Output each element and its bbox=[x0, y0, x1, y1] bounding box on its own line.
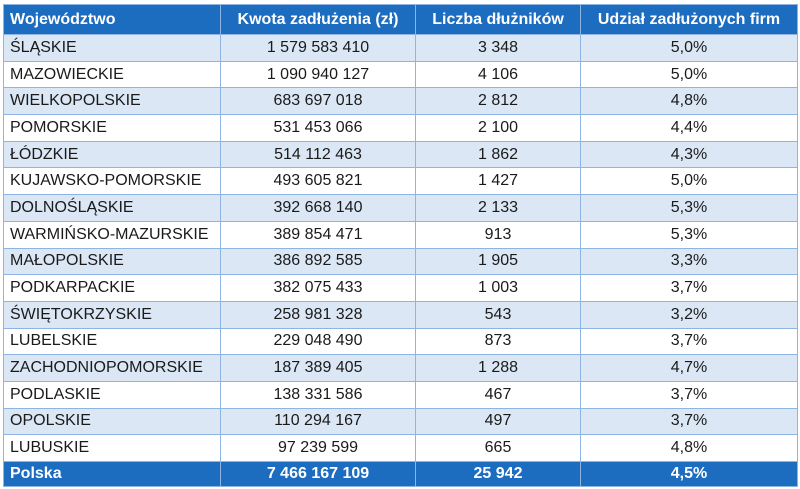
table-row: KUJAWSKO-POMORSKIE 493 605 821 1 427 5,0% bbox=[3, 167, 798, 196]
debtor-count-cell: 1 905 bbox=[415, 247, 581, 276]
debtor-count-cell: 2 812 bbox=[415, 87, 581, 116]
table-row: LUBUSKIE 97 239 599 665 4,8% bbox=[3, 434, 798, 462]
voivodeship-cell: ZACHODNIOPOMORSKIE bbox=[3, 354, 221, 382]
voivodeship-cell: WARMIŃSKO-MAZURSKIE bbox=[3, 220, 221, 249]
table-row: LUBELSKIE 229 048 490 873 3,7% bbox=[3, 327, 798, 356]
debt-amount-cell: 258 981 328 bbox=[220, 300, 416, 329]
debtor-count-cell: 2 100 bbox=[415, 114, 581, 142]
indebted-share-cell: 3,7% bbox=[580, 274, 798, 302]
debt-amount-cell: 531 453 066 bbox=[220, 114, 416, 142]
debt-amount-cell: 386 892 585 bbox=[220, 247, 416, 276]
header-voivodeship: Województwo bbox=[3, 4, 221, 35]
total-row: Polska 7 466 167 109 25 942 4,5% bbox=[3, 461, 798, 487]
voivodeship-cell: ŚLĄSKIE bbox=[3, 34, 221, 62]
indebted-share-cell: 3,2% bbox=[580, 300, 798, 329]
voivodeship-cell: KUJAWSKO-POMORSKIE bbox=[3, 167, 221, 196]
debt-by-voivodeship-table: Województwo Kwota zadłużenia (zł) Liczba… bbox=[3, 4, 798, 487]
debtor-count-cell: 543 bbox=[415, 300, 581, 329]
table-row: WARMIŃSKO-MAZURSKIE 389 854 471 913 5,3% bbox=[3, 220, 798, 249]
indebted-share-cell: 4,8% bbox=[580, 87, 798, 116]
debtor-count-cell: 665 bbox=[415, 434, 581, 462]
debtor-count-cell: 1 427 bbox=[415, 167, 581, 196]
indebted-share-cell: 4,8% bbox=[580, 434, 798, 462]
total-label: Polska bbox=[3, 461, 221, 487]
header-row: Województwo Kwota zadłużenia (zł) Liczba… bbox=[3, 4, 798, 35]
voivodeship-cell: ŁÓDZKIE bbox=[3, 140, 221, 169]
table-row: ŚWIĘTOKRZYSKIE 258 981 328 543 3,2% bbox=[3, 300, 798, 329]
indebted-share-cell: 5,3% bbox=[580, 194, 798, 222]
debt-amount-cell: 392 668 140 bbox=[220, 194, 416, 222]
debtor-count-cell: 1 288 bbox=[415, 354, 581, 382]
debtor-count-cell: 913 bbox=[415, 220, 581, 249]
debtor-count-cell: 497 bbox=[415, 407, 581, 436]
voivodeship-cell: ŚWIĘTOKRZYSKIE bbox=[3, 300, 221, 329]
indebted-share-cell: 3,7% bbox=[580, 407, 798, 436]
voivodeship-cell: DOLNOŚLĄSKIE bbox=[3, 194, 221, 222]
table-row: ŚLĄSKIE 1 579 583 410 3 348 5,0% bbox=[3, 34, 798, 62]
indebted-share-cell: 4,3% bbox=[580, 140, 798, 169]
debt-amount-cell: 1 090 940 127 bbox=[220, 60, 416, 89]
table-row: DOLNOŚLĄSKIE 392 668 140 2 133 5,3% bbox=[3, 194, 798, 222]
debt-amount-cell: 493 605 821 bbox=[220, 167, 416, 196]
header-debtor-count: Liczba dłużników bbox=[415, 4, 581, 35]
table-row: POMORSKIE 531 453 066 2 100 4,4% bbox=[3, 114, 798, 142]
debt-amount-cell: 683 697 018 bbox=[220, 87, 416, 116]
debt-amount-cell: 229 048 490 bbox=[220, 327, 416, 356]
indebted-share-cell: 3,7% bbox=[580, 380, 798, 409]
indebted-share-cell: 5,0% bbox=[580, 167, 798, 196]
voivodeship-cell: LUBELSKIE bbox=[3, 327, 221, 356]
voivodeship-cell: PODLASKIE bbox=[3, 380, 221, 409]
voivodeship-cell: WIELKOPOLSKIE bbox=[3, 87, 221, 116]
indebted-share-cell: 3,3% bbox=[580, 247, 798, 276]
voivodeship-cell: POMORSKIE bbox=[3, 114, 221, 142]
debtor-count-cell: 1 862 bbox=[415, 140, 581, 169]
table-row: ZACHODNIOPOMORSKIE 187 389 405 1 288 4,7% bbox=[3, 354, 798, 382]
debt-amount-cell: 110 294 167 bbox=[220, 407, 416, 436]
voivodeship-cell: MAŁOPOLSKIE bbox=[3, 247, 221, 276]
debtor-count-cell: 4 106 bbox=[415, 60, 581, 89]
table-row: OPOLSKIE 110 294 167 497 3,7% bbox=[3, 407, 798, 436]
voivodeship-cell: LUBUSKIE bbox=[3, 434, 221, 462]
header-indebted-share: Udział zadłużonych firm bbox=[580, 4, 798, 35]
voivodeship-cell: OPOLSKIE bbox=[3, 407, 221, 436]
table-row: MAZOWIECKIE 1 090 940 127 4 106 5,0% bbox=[3, 60, 798, 89]
debtor-count-cell: 2 133 bbox=[415, 194, 581, 222]
indebted-share-cell: 5,0% bbox=[580, 60, 798, 89]
debt-amount-cell: 138 331 586 bbox=[220, 380, 416, 409]
debt-amount-cell: 97 239 599 bbox=[220, 434, 416, 462]
debt-amount-cell: 382 075 433 bbox=[220, 274, 416, 302]
total-indebted-share: 4,5% bbox=[580, 461, 798, 487]
debtor-count-cell: 873 bbox=[415, 327, 581, 356]
table-row: PODLASKIE 138 331 586 467 3,7% bbox=[3, 380, 798, 409]
voivodeship-cell: MAZOWIECKIE bbox=[3, 60, 221, 89]
indebted-share-cell: 5,0% bbox=[580, 34, 798, 62]
indebted-share-cell: 4,4% bbox=[580, 114, 798, 142]
indebted-share-cell: 4,7% bbox=[580, 354, 798, 382]
total-debt-amount: 7 466 167 109 bbox=[220, 461, 416, 487]
indebted-share-cell: 3,7% bbox=[580, 327, 798, 356]
total-debtor-count: 25 942 bbox=[415, 461, 581, 487]
debtor-count-cell: 3 348 bbox=[415, 34, 581, 62]
voivodeship-cell: PODKARPACKIE bbox=[3, 274, 221, 302]
table-row: PODKARPACKIE 382 075 433 1 003 3,7% bbox=[3, 274, 798, 302]
debt-amount-cell: 514 112 463 bbox=[220, 140, 416, 169]
debt-amount-cell: 1 579 583 410 bbox=[220, 34, 416, 62]
debtor-count-cell: 1 003 bbox=[415, 274, 581, 302]
table-row: MAŁOPOLSKIE 386 892 585 1 905 3,3% bbox=[3, 247, 798, 276]
debtor-count-cell: 467 bbox=[415, 380, 581, 409]
debt-amount-cell: 389 854 471 bbox=[220, 220, 416, 249]
table-row: ŁÓDZKIE 514 112 463 1 862 4,3% bbox=[3, 140, 798, 169]
indebted-share-cell: 5,3% bbox=[580, 220, 798, 249]
table-row: WIELKOPOLSKIE 683 697 018 2 812 4,8% bbox=[3, 87, 798, 116]
debt-amount-cell: 187 389 405 bbox=[220, 354, 416, 382]
header-debt-amount: Kwota zadłużenia (zł) bbox=[220, 4, 416, 35]
